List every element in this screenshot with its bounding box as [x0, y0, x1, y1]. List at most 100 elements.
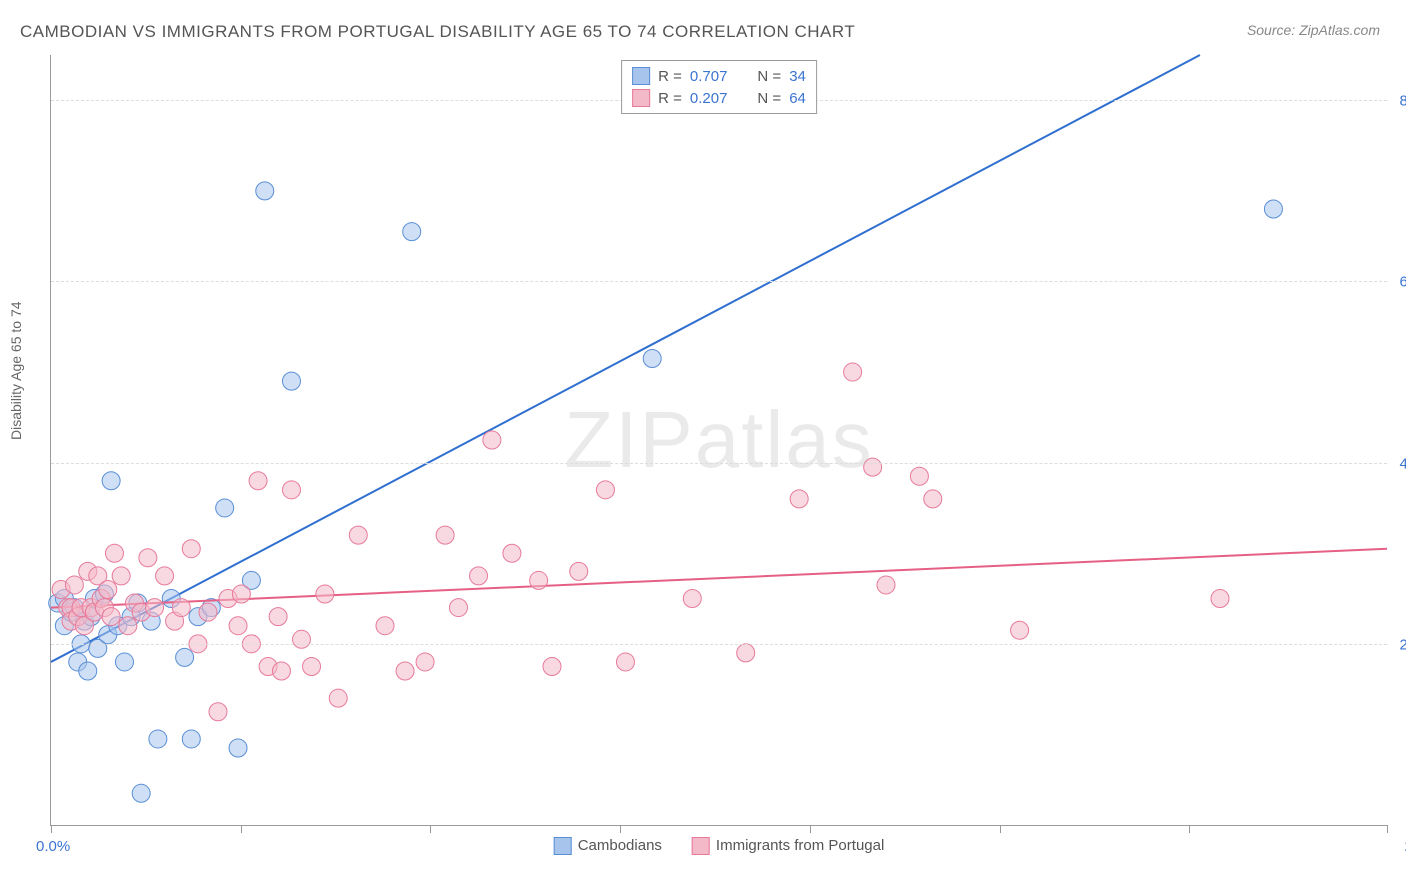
data-point — [119, 617, 137, 635]
x-tick — [1189, 825, 1190, 833]
trend-line — [51, 55, 1200, 662]
legend-n-label: N = — [757, 68, 781, 85]
data-point — [182, 730, 200, 748]
data-point — [910, 467, 928, 485]
data-point — [282, 372, 300, 390]
data-point — [376, 617, 394, 635]
data-point — [282, 481, 300, 499]
data-point — [396, 662, 414, 680]
data-point — [616, 653, 634, 671]
data-point — [176, 648, 194, 666]
data-point — [1011, 621, 1029, 639]
data-point — [877, 576, 895, 594]
x-tick — [620, 825, 621, 833]
legend-label: Cambodians — [578, 837, 662, 854]
data-point — [483, 431, 501, 449]
data-point — [864, 458, 882, 476]
legend-r-value: 0.707 — [690, 68, 728, 85]
data-point — [115, 653, 133, 671]
data-point — [182, 540, 200, 558]
data-point — [105, 544, 123, 562]
data-point — [683, 590, 701, 608]
x-tick — [51, 825, 52, 833]
correlation-legend: R = 0.707 N = 34 R = 0.207 N = 64 — [621, 60, 817, 114]
data-point — [112, 567, 130, 585]
legend-row: R = 0.207 N = 64 — [632, 87, 806, 109]
data-point — [146, 599, 164, 617]
data-point — [216, 499, 234, 517]
x-tick — [241, 825, 242, 833]
legend-n-value: 64 — [789, 90, 806, 107]
data-point — [643, 349, 661, 367]
series-legend: Cambodians Immigrants from Portugal — [554, 837, 885, 855]
y-tick-label: 40.0% — [1399, 455, 1406, 472]
data-point — [436, 526, 454, 544]
x-tick-min: 0.0% — [36, 838, 70, 855]
data-point — [249, 472, 267, 490]
legend-swatch — [692, 837, 710, 855]
x-tick — [430, 825, 431, 833]
legend-swatch — [632, 67, 650, 85]
data-point — [172, 599, 190, 617]
y-tick-label: 80.0% — [1399, 93, 1406, 110]
data-point — [272, 662, 290, 680]
legend-swatch — [554, 837, 572, 855]
legend-n-value: 34 — [789, 68, 806, 85]
data-point — [99, 580, 117, 598]
x-tick — [1000, 825, 1001, 833]
data-point — [293, 630, 311, 648]
data-point — [232, 585, 250, 603]
y-tick-label: 60.0% — [1399, 274, 1406, 291]
data-point — [790, 490, 808, 508]
legend-item: Cambodians — [554, 837, 662, 855]
data-point — [269, 608, 287, 626]
data-point — [65, 576, 83, 594]
gridline: 20.0% — [51, 644, 1387, 645]
data-point — [449, 599, 467, 617]
scatter-plot-svg — [51, 55, 1387, 825]
data-point — [139, 549, 157, 567]
data-point — [1264, 200, 1282, 218]
source-attribution: Source: ZipAtlas.com — [1247, 22, 1380, 38]
legend-r-label: R = — [658, 90, 682, 107]
data-point — [256, 182, 274, 200]
y-axis-label: Disability Age 65 to 74 — [8, 301, 24, 440]
data-point — [570, 562, 588, 580]
data-point — [102, 608, 120, 626]
data-point — [470, 567, 488, 585]
legend-r-value: 0.207 — [690, 90, 728, 107]
data-point — [229, 739, 247, 757]
gridline: 40.0% — [51, 463, 1387, 464]
data-point — [102, 472, 120, 490]
data-point — [530, 571, 548, 589]
data-point — [349, 526, 367, 544]
data-point — [149, 730, 167, 748]
legend-row: R =0.707N =34 — [632, 65, 806, 87]
data-point — [132, 784, 150, 802]
x-tick — [1387, 825, 1388, 833]
legend-label: Immigrants from Portugal — [716, 837, 884, 854]
data-point — [737, 644, 755, 662]
legend-n-label: N = — [757, 90, 781, 107]
data-point — [156, 567, 174, 585]
chart-title: CAMBODIAN VS IMMIGRANTS FROM PORTUGAL DI… — [20, 22, 855, 42]
data-point — [79, 662, 97, 680]
data-point — [303, 657, 321, 675]
data-point — [924, 490, 942, 508]
data-point — [329, 689, 347, 707]
data-point — [1211, 590, 1229, 608]
gridline: 60.0% — [51, 281, 1387, 282]
data-point — [844, 363, 862, 381]
data-point — [416, 653, 434, 671]
legend-swatch — [632, 89, 650, 107]
x-tick — [810, 825, 811, 833]
legend-item: Immigrants from Portugal — [692, 837, 884, 855]
data-point — [199, 603, 217, 621]
data-point — [503, 544, 521, 562]
data-point — [209, 703, 227, 721]
data-point — [316, 585, 334, 603]
plot-area: ZIPatlas 20.0%40.0%60.0%80.0% 0.0% 20.0%… — [50, 55, 1387, 826]
data-point — [543, 657, 561, 675]
data-point — [403, 223, 421, 241]
y-tick-label: 20.0% — [1399, 636, 1406, 653]
